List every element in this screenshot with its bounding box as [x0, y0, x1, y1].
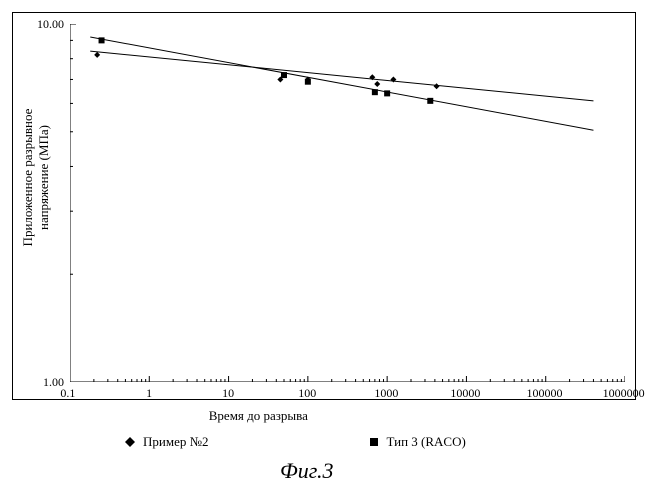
y-axis-label-line: напряжение (МПа) [36, 88, 52, 267]
legend-item-s2: Тип 3 (RACO) [369, 434, 466, 450]
y-axis-label: Приложенное разрывноенапряжение (МПа) [20, 88, 52, 267]
x-tick-label: 10000 [450, 386, 480, 401]
x-tick-label: 1000000 [603, 386, 645, 401]
x-tick-label: 1 [146, 386, 152, 401]
legend-item-s1: Пример №2 [125, 434, 209, 450]
figure-caption: Фиг.3 [280, 458, 334, 484]
y-tick-label: 10.00 [24, 17, 64, 32]
x-tick-label: 100000 [527, 386, 563, 401]
x-axis-label: Время до разрыва [209, 408, 308, 424]
x-tick-label: 100 [298, 386, 316, 401]
y-tick-label: 1.00 [24, 375, 64, 390]
legend-label: Тип 3 (RACO) [387, 434, 466, 450]
y-axis-label-line: Приложенное разрывное [20, 88, 36, 267]
figure-container: { "chart": { "type": "scatter-loglog", "… [0, 0, 649, 500]
diamond-marker-icon [125, 437, 135, 447]
x-tick-label: 1000 [374, 386, 398, 401]
square-marker-icon [369, 437, 379, 447]
plot-svg [70, 24, 625, 382]
x-tick-label: 0.1 [60, 386, 75, 401]
legend: Пример №2 Тип 3 (RACO) [125, 434, 466, 450]
x-tick-label: 10 [222, 386, 234, 401]
plot-area [70, 24, 625, 382]
legend-label: Пример №2 [143, 434, 209, 450]
